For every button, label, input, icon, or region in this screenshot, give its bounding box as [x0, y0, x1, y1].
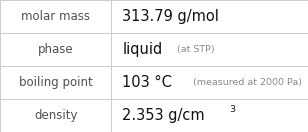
Text: molar mass: molar mass [21, 10, 90, 23]
Text: boiling point: boiling point [19, 76, 93, 89]
Text: 103 °C: 103 °C [122, 75, 172, 90]
Text: 2.353 g/cm: 2.353 g/cm [122, 108, 205, 123]
Text: density: density [34, 109, 78, 122]
Text: (measured at 2000 Pa): (measured at 2000 Pa) [187, 78, 302, 87]
Text: 3: 3 [229, 105, 235, 114]
Text: (at STP): (at STP) [174, 45, 215, 54]
Text: liquid: liquid [122, 42, 163, 57]
Text: phase: phase [38, 43, 74, 56]
Text: 313.79 g/mol: 313.79 g/mol [122, 9, 219, 24]
